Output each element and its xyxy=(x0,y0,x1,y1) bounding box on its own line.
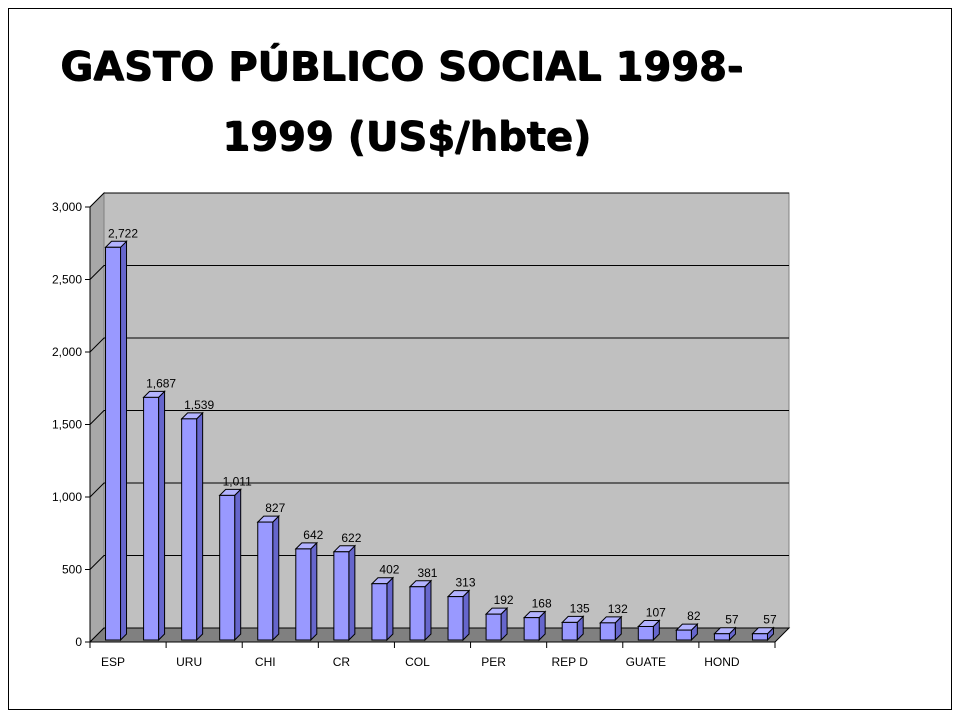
bar-side xyxy=(234,488,242,642)
gridline xyxy=(89,265,789,280)
x-tick-label: ESP xyxy=(101,655,125,669)
bar-side xyxy=(272,514,280,642)
data-label: 1,687 xyxy=(146,376,176,390)
data-label: 1,539 xyxy=(184,398,214,412)
gridline xyxy=(89,482,789,498)
y-tick-label: 0 xyxy=(75,635,82,649)
x-tick-label: HOND xyxy=(704,655,740,669)
x-tick-label: GUATE xyxy=(626,655,666,669)
bar-side xyxy=(348,544,356,642)
x-tick-label: URU xyxy=(176,655,202,669)
x-tick-label: CHI xyxy=(255,655,276,669)
chart-title-line-2: 1999 (US$/hbte) xyxy=(222,114,591,160)
gridline xyxy=(89,192,789,208)
x-tick-label: CR xyxy=(333,655,351,669)
bar xyxy=(409,586,426,641)
bar xyxy=(713,633,730,641)
data-label: 1,011 xyxy=(223,474,252,488)
bar xyxy=(371,583,388,641)
y-tick-label: 3,000 xyxy=(52,200,82,214)
data-label: 381 xyxy=(417,566,437,580)
bar xyxy=(295,548,312,641)
data-label: 168 xyxy=(532,597,552,611)
bar-side xyxy=(158,390,166,642)
bar-side xyxy=(120,240,128,642)
x-tick-label: PER xyxy=(481,655,506,669)
data-label: 2,722 xyxy=(108,226,138,240)
bar xyxy=(675,629,692,641)
data-label: 135 xyxy=(570,601,590,615)
data-label: 192 xyxy=(494,593,514,607)
chart-title-line-1: GASTO PÚBLICO SOCIAL 1998- xyxy=(60,44,744,90)
data-label: 313 xyxy=(456,576,476,590)
gridline xyxy=(89,337,789,353)
bar xyxy=(105,246,122,641)
y-tick-label: 2,500 xyxy=(52,273,82,287)
bar xyxy=(637,625,654,641)
bar-side xyxy=(462,589,470,642)
data-label: 827 xyxy=(265,501,285,515)
y-tick-label: 500 xyxy=(62,563,82,577)
y-tick-label: 1,000 xyxy=(52,490,82,504)
data-label: 622 xyxy=(341,531,361,545)
data-label: 642 xyxy=(303,528,323,542)
gridline xyxy=(89,410,789,425)
y-tick-label: 1,500 xyxy=(52,418,82,432)
data-label: 57 xyxy=(763,613,777,627)
bar xyxy=(561,621,578,641)
gridline xyxy=(89,555,789,570)
bar xyxy=(143,396,160,641)
bar xyxy=(447,596,464,641)
data-label: 402 xyxy=(379,563,399,577)
data-label: 132 xyxy=(608,602,628,616)
data-label: 107 xyxy=(646,605,666,619)
bar xyxy=(599,622,616,641)
bar xyxy=(333,551,350,641)
bar-side xyxy=(196,411,204,642)
bar-side xyxy=(310,541,318,642)
bar-side xyxy=(386,576,394,642)
bar xyxy=(257,521,274,641)
bar xyxy=(181,418,198,641)
x-tick-label: COL xyxy=(405,655,430,669)
bar xyxy=(485,613,502,641)
bar-side xyxy=(424,579,432,642)
y-tick-label: 2,000 xyxy=(52,345,82,359)
bar xyxy=(751,633,768,641)
bar xyxy=(523,617,540,641)
bar xyxy=(219,494,236,641)
x-tick-label: REP D xyxy=(551,655,588,669)
data-label: 57 xyxy=(725,613,739,627)
data-label: 82 xyxy=(687,609,701,623)
